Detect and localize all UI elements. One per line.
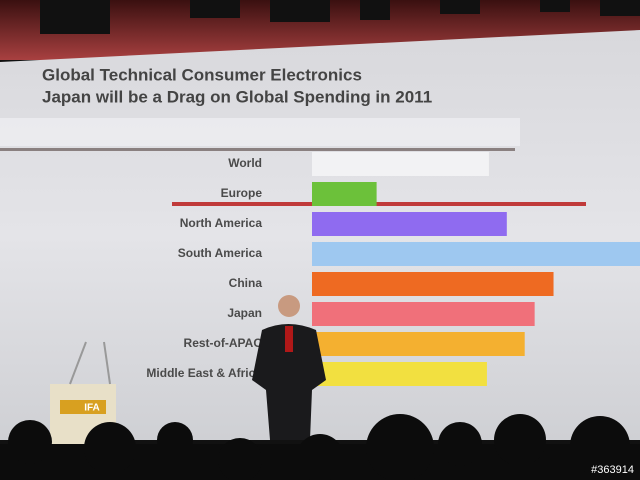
bar	[312, 242, 640, 266]
category-label: Rest-of-APAC	[184, 336, 263, 350]
category-label: North America	[180, 216, 263, 230]
bars: World Europe North America South America Chi…	[146, 152, 640, 386]
bar	[312, 182, 377, 206]
microphone	[69, 341, 87, 385]
audience	[0, 414, 640, 480]
slide-rule	[0, 148, 515, 151]
slide-band	[0, 118, 520, 146]
slide-rule	[172, 202, 586, 206]
speaker	[252, 295, 326, 440]
bar	[312, 212, 507, 236]
category-label: World	[228, 156, 262, 170]
category-label: Japan	[227, 306, 262, 320]
bar	[312, 362, 487, 386]
category-label: South America	[178, 246, 263, 260]
microphone	[103, 341, 111, 385]
bar	[312, 302, 535, 326]
podium-logo	[60, 400, 106, 414]
chart-title: Global Technical Consumer Electronics	[42, 65, 362, 84]
category-label: China	[229, 276, 263, 290]
watermark: #363914	[591, 464, 634, 476]
chart-subtitle: Japan will be a Drag on Global Spending …	[42, 87, 432, 106]
category-label: Europe	[221, 186, 263, 200]
podium-text: IFA	[84, 403, 100, 414]
bar	[312, 152, 489, 176]
bar	[312, 272, 554, 296]
category-label: Middle East & Africa	[146, 366, 262, 380]
bar	[312, 332, 525, 356]
lights	[40, 0, 640, 34]
